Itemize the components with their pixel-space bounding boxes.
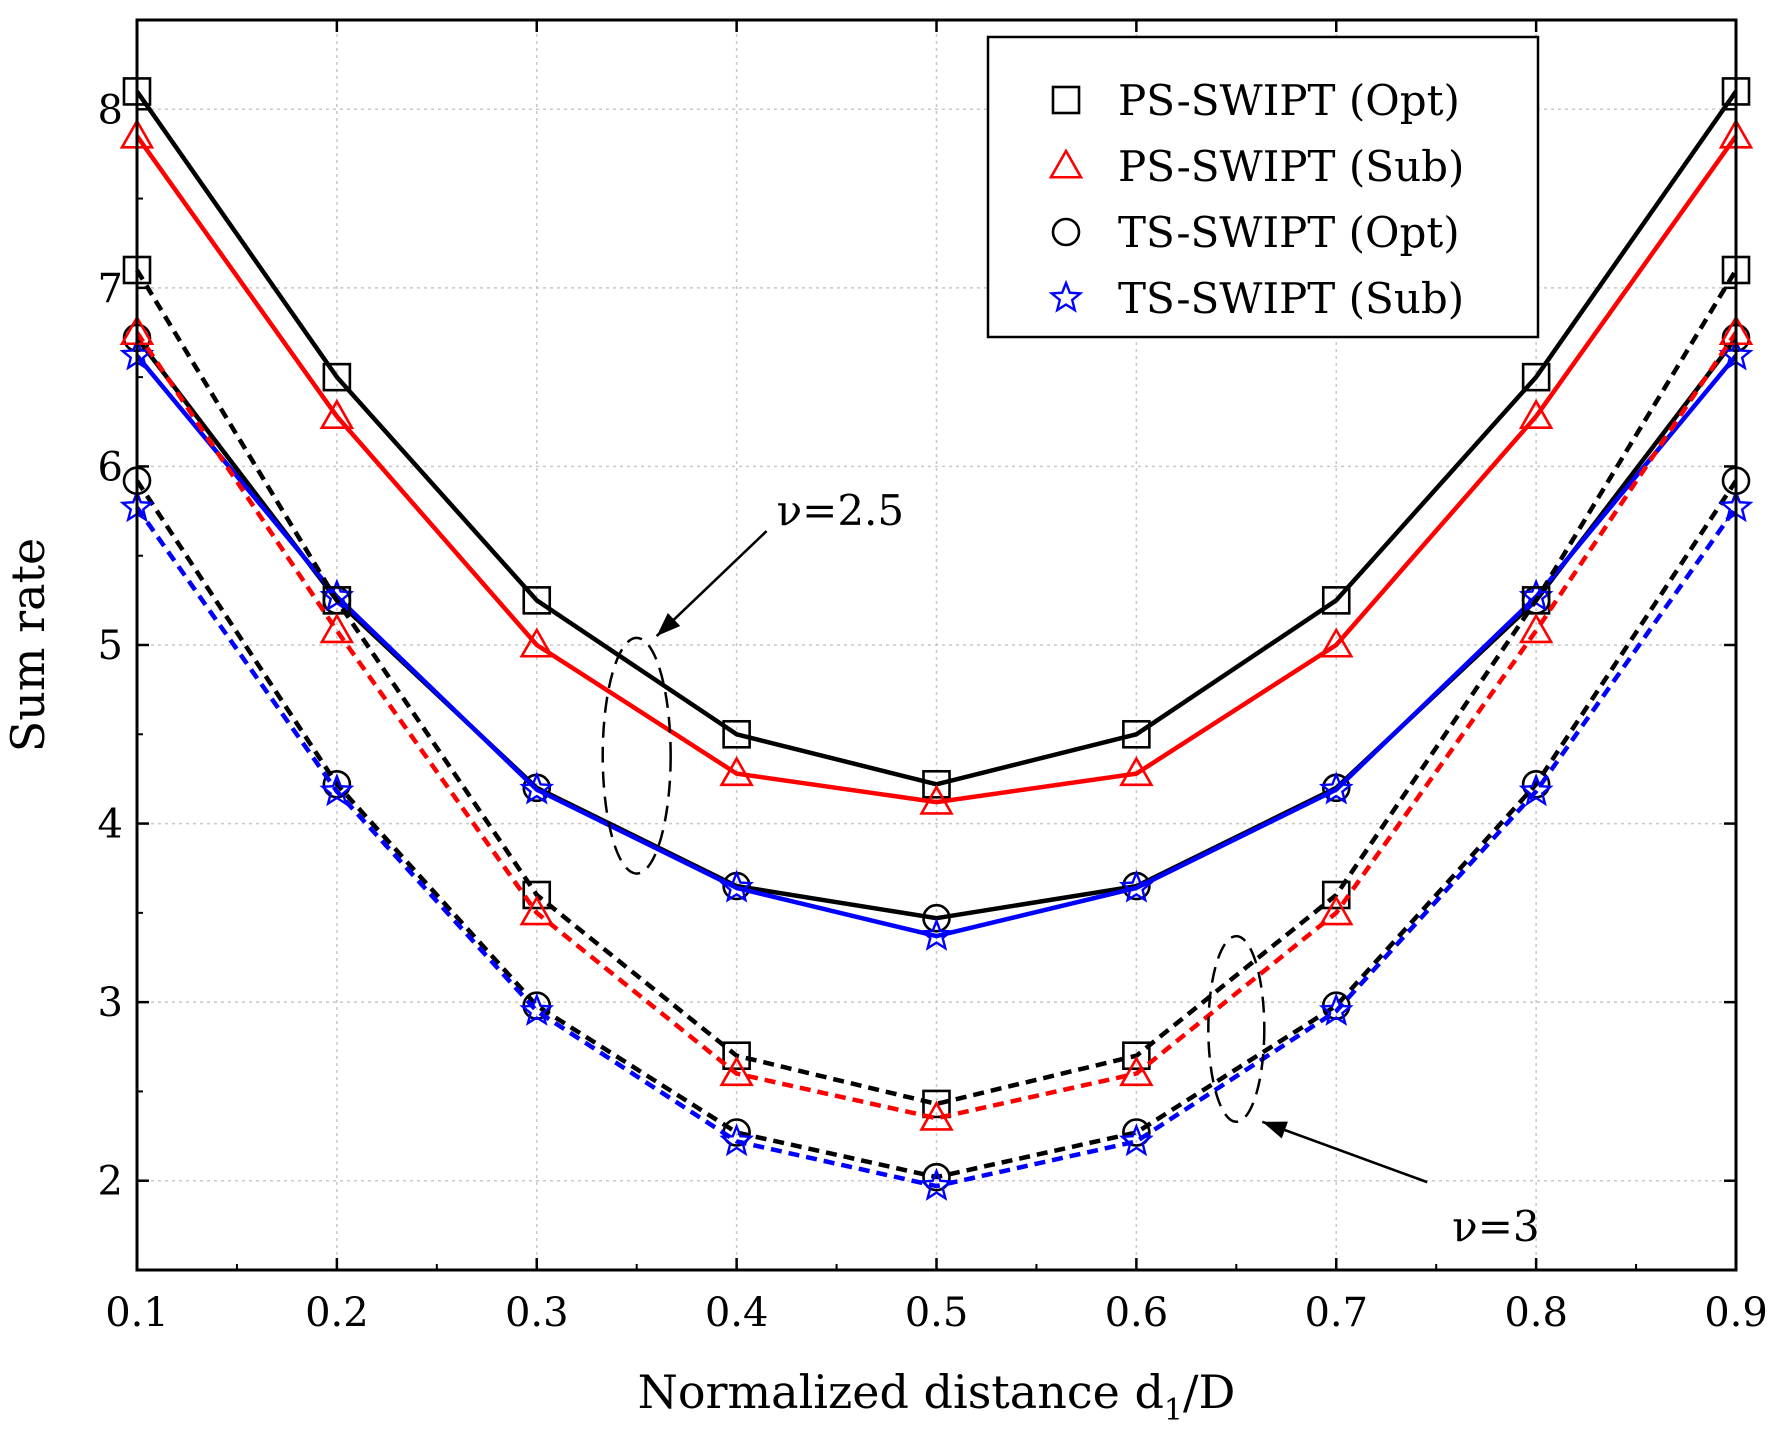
data-point — [1321, 880, 1351, 910]
legend-marker — [1051, 85, 1081, 115]
series-line — [135, 331, 1738, 1121]
annotation-arrowhead — [656, 612, 681, 637]
annotation-ellipse — [1207, 934, 1266, 1124]
data-point — [922, 769, 951, 799]
legend-label: TS-SWIPT (Sub) — [1118, 274, 1464, 323]
x-tick-label: 0.2 — [305, 1290, 369, 1336]
series-line — [135, 354, 1738, 939]
data-point — [519, 895, 554, 926]
data-point — [922, 1162, 951, 1192]
annotations: ν=2.5 ν=3 — [601, 486, 1540, 1251]
data-point — [1119, 1055, 1154, 1087]
series-line — [135, 134, 1738, 805]
data-point — [319, 773, 355, 807]
data-point — [719, 755, 754, 787]
annotation-1: ν=2.5 — [601, 486, 905, 875]
data-point — [1518, 613, 1554, 644]
y-tick-label: 5 — [98, 623, 123, 669]
data-point — [519, 627, 554, 658]
series-line — [135, 90, 1738, 787]
data-point — [922, 1089, 951, 1119]
legend-label: TS-SWIPT (Opt) — [1118, 208, 1460, 257]
data-point — [1518, 773, 1554, 807]
data-point — [919, 784, 954, 815]
data-point — [1118, 869, 1154, 903]
data-point — [719, 1055, 754, 1087]
data-point — [722, 719, 751, 749]
data-point — [322, 362, 352, 392]
x-axis-title: Normalized distance d1/D — [638, 1365, 1236, 1428]
data-point — [919, 917, 954, 951]
series-8 — [119, 489, 1754, 1201]
x-tick-label: 0.4 — [705, 1290, 769, 1336]
data-point — [919, 1100, 954, 1131]
annotation-arrow — [655, 530, 768, 638]
data-point — [1521, 362, 1551, 392]
data-point — [719, 1123, 755, 1157]
data-point — [719, 869, 755, 903]
data-point — [522, 880, 552, 910]
annotation-arrow — [1261, 1120, 1428, 1184]
legend: PS-SWIPT (Opt) PS-SWIPT (Sub) TS-SWIPT (Op… — [986, 35, 1540, 339]
y-tick-label: 3 — [98, 980, 123, 1026]
data-point — [519, 771, 555, 805]
legend-item: TS-SWIPT (Sub) — [1048, 274, 1464, 323]
data-point — [1122, 1118, 1151, 1147]
annotation-ellipse — [601, 636, 672, 875]
x-tick-label: 0.6 — [1105, 1290, 1169, 1336]
data-point — [1122, 719, 1151, 749]
data-point — [922, 903, 951, 933]
y-tick-label: 4 — [98, 802, 123, 848]
x-tick-label: 0.7 — [1304, 1290, 1368, 1336]
data-point — [1122, 1041, 1151, 1071]
data-point — [919, 1167, 954, 1201]
y-tick-label: 7 — [98, 266, 123, 312]
x-axis-title-subscript: 1 — [1164, 1393, 1183, 1428]
y-tick-label: 6 — [98, 444, 123, 490]
annotation-label: ν=3 — [1452, 1202, 1539, 1251]
data-point — [1319, 895, 1354, 926]
legend-item: TS-SWIPT (Opt) — [1051, 208, 1460, 257]
legend-marker — [1048, 148, 1084, 179]
legend-label: PS-SWIPT (Opt) — [1118, 76, 1460, 125]
data-point — [1518, 398, 1554, 429]
x-tick-label: 0.9 — [1704, 1290, 1768, 1336]
annotation-2: ν=3 — [1207, 934, 1540, 1251]
x-tick-label: 0.3 — [505, 1290, 569, 1336]
series-7 — [122, 466, 1751, 1192]
y-tick-label: 2 — [98, 1159, 123, 1205]
data-point — [522, 586, 552, 615]
data-point — [1119, 755, 1154, 787]
x-axis-title-tail: /D — [1183, 1365, 1235, 1419]
annotation-arrowhead — [1262, 1121, 1288, 1139]
data-point — [319, 398, 355, 429]
annotation-label: ν=2.5 — [777, 486, 905, 535]
data-point — [519, 992, 555, 1026]
y-tick-label: 8 — [98, 87, 123, 133]
data-point — [722, 1041, 751, 1071]
legend-marker — [1048, 279, 1084, 313]
x-tick-label: 0.1 — [105, 1290, 169, 1336]
data-point — [1319, 627, 1354, 658]
x-tick-label: 0.5 — [905, 1290, 969, 1336]
series-6 — [119, 314, 1754, 1131]
data-point — [1118, 1123, 1154, 1157]
series-line — [135, 506, 1738, 1189]
axis-ticks: 0.1 0.2 0.3 0.4 0.5 0.6 0.7 0.8 0.9 2 3 4 5 6 7 8 — [98, 19, 1768, 1336]
data-point — [1318, 992, 1354, 1026]
x-axis-title-main: Normalized distance d — [638, 1365, 1164, 1419]
data-point — [1318, 771, 1354, 805]
legend-label: PS-SWIPT (Sub) — [1118, 142, 1464, 191]
x-tick-label: 0.8 — [1504, 1290, 1568, 1336]
legend-marker — [1051, 217, 1081, 247]
legend-item: PS-SWIPT (Opt) — [1051, 76, 1460, 125]
data-point — [1321, 586, 1351, 615]
legend-item: PS-SWIPT (Sub) — [1048, 142, 1464, 191]
data-point — [319, 613, 355, 644]
y-axis-title: Sum rate — [1, 538, 55, 753]
series-line — [135, 479, 1738, 1180]
series-line — [135, 268, 1738, 1107]
